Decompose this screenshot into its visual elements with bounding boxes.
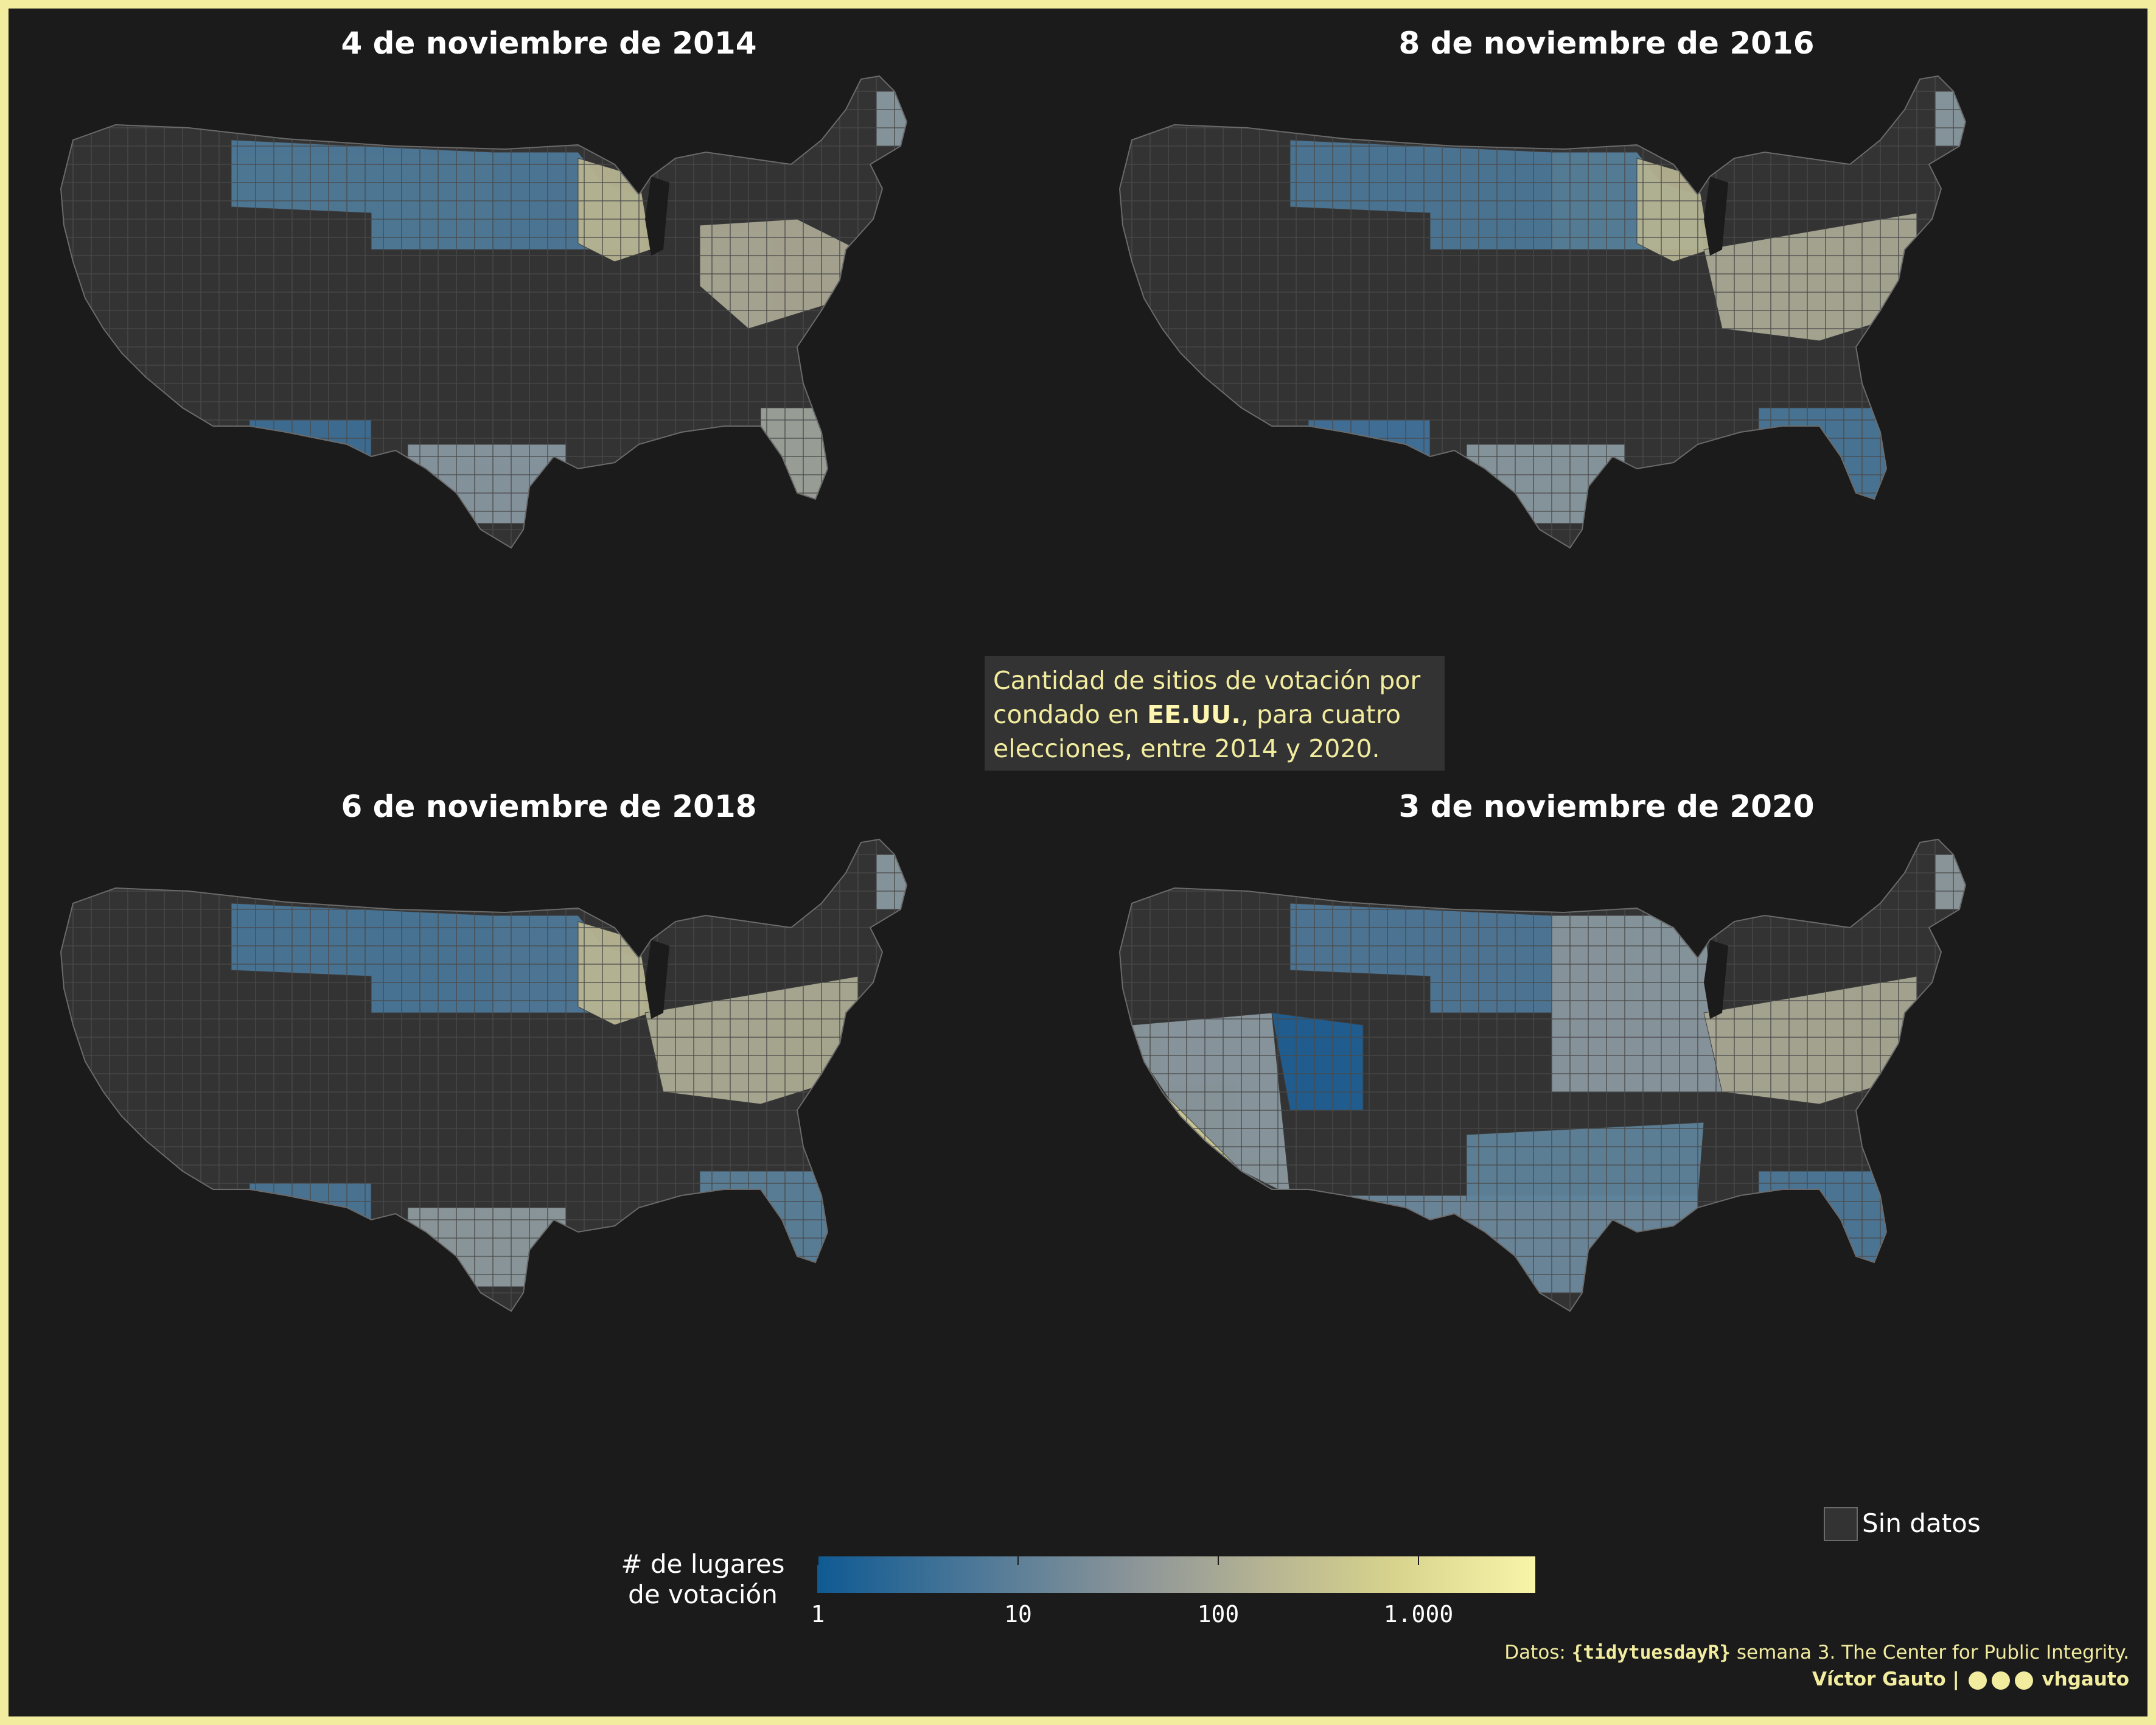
no-data-label: Sin datos xyxy=(1862,1508,1981,1538)
us-outline xyxy=(1118,75,1967,549)
legend-title-line-2: de votación xyxy=(628,1580,778,1609)
county-borders xyxy=(61,76,907,548)
legend-tick-mark xyxy=(1017,1556,1019,1565)
legend-title: # de lugares de votación xyxy=(615,1549,791,1610)
lake-michigan xyxy=(645,940,669,1019)
county-region xyxy=(577,158,652,262)
map-2016 xyxy=(1118,75,1967,549)
legend-tick-label: 1 xyxy=(811,1601,825,1628)
county-region xyxy=(1131,1012,1291,1196)
author-name: Víctor Gauto xyxy=(1812,1668,1946,1690)
mastodon-icon xyxy=(2014,1671,2033,1690)
legend-tick-label: 1.000 xyxy=(1383,1601,1454,1628)
author-caption: Víctor Gauto | vhgauto xyxy=(1812,1668,2129,1690)
county-region xyxy=(1344,1195,1698,1293)
map-2014 xyxy=(60,75,908,549)
map-2020 xyxy=(1118,838,1967,1312)
lake-michigan xyxy=(645,177,669,256)
legend-tick-label: 100 xyxy=(1197,1601,1240,1628)
county-region xyxy=(1636,158,1711,262)
map-2018 xyxy=(60,838,908,1312)
note-line-2: condado en EE.UU., para cuatro xyxy=(993,698,1436,732)
github-icon xyxy=(1968,1671,1987,1690)
lake-michigan xyxy=(1704,940,1728,1019)
county-region xyxy=(559,535,676,548)
county-region xyxy=(1618,535,1735,548)
county-region xyxy=(559,1298,676,1311)
source-prefix: Datos: xyxy=(1504,1642,1572,1664)
note-line-1: Cantidad de sitios de votación por xyxy=(993,666,1421,695)
us-outline xyxy=(60,75,908,549)
legend-tick-mark xyxy=(1418,1556,1419,1565)
legend-colorbar xyxy=(817,1556,1535,1593)
note-line-3: elecciones, entre 2014 y 2020. xyxy=(993,734,1380,763)
panel-title-2018: 6 de noviembre de 2018 xyxy=(341,789,757,824)
county-region xyxy=(1551,915,1723,1093)
county-region xyxy=(577,921,652,1026)
panel-title-2014: 4 de noviembre de 2014 xyxy=(341,26,757,61)
twitter-icon xyxy=(1991,1671,2010,1690)
legend-title-line-1: # de lugares xyxy=(621,1549,785,1579)
note-country: EE.UU. xyxy=(1147,700,1241,729)
source-suffix: semana 3. The Center for Public Integrit… xyxy=(1731,1642,2129,1664)
author-handle: vhgauto xyxy=(2042,1668,2129,1690)
no-data-swatch xyxy=(1824,1507,1858,1541)
legend-tick-mark xyxy=(817,1556,818,1565)
us-outline xyxy=(60,838,908,1312)
us-outline xyxy=(1118,838,1967,1312)
county-region xyxy=(1466,1122,1704,1202)
panel-title-2020: 3 de noviembre de 2020 xyxy=(1398,789,1815,824)
note-line-2-pre: condado en xyxy=(993,700,1148,729)
source-caption: Datos: {tidytuesdayR} semana 3. The Cent… xyxy=(1504,1642,2129,1664)
lake-michigan xyxy=(1704,177,1728,256)
subtitle-note: Cantidad de sitios de votación por conda… xyxy=(985,656,1445,771)
note-line-2-post: , para cuatro xyxy=(1240,700,1401,729)
legend-tick-mark xyxy=(1218,1556,1219,1565)
panel-title-2016: 8 de noviembre de 2016 xyxy=(1398,26,1815,61)
legend-tick-label: 10 xyxy=(1004,1601,1032,1628)
source-package: {tidytuesdayR} xyxy=(1571,1642,1731,1664)
